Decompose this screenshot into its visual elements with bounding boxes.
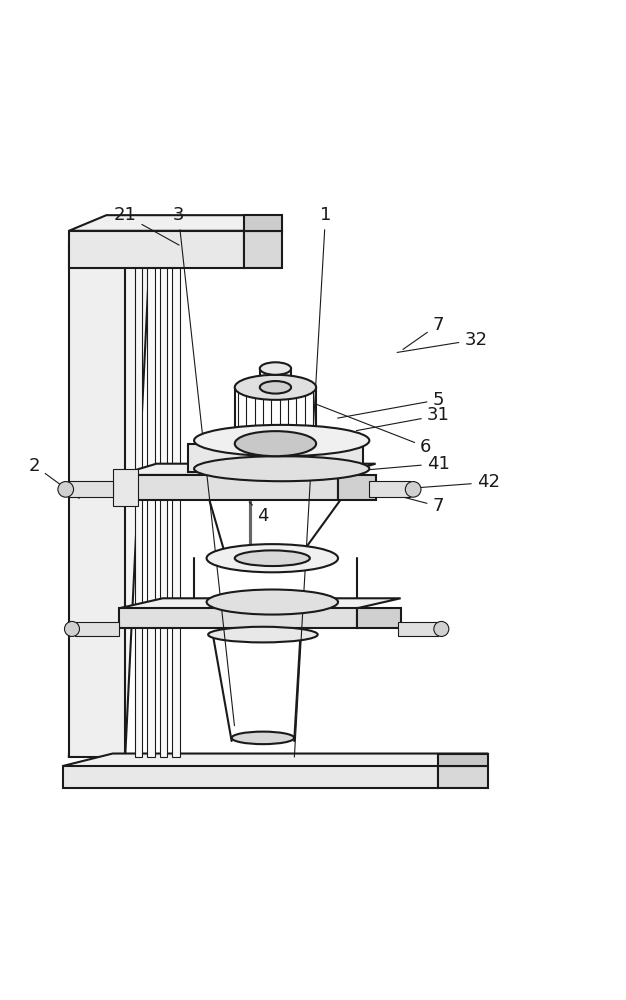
Ellipse shape: [406, 482, 421, 497]
Text: 4: 4: [249, 502, 269, 525]
Bar: [172, 265, 180, 757]
Bar: [369, 481, 410, 497]
Text: 6: 6: [316, 404, 431, 456]
Polygon shape: [69, 231, 244, 268]
Text: 7: 7: [400, 496, 444, 515]
Bar: [69, 243, 125, 757]
Text: 31: 31: [356, 406, 449, 431]
Ellipse shape: [235, 375, 316, 400]
Text: 32: 32: [397, 331, 487, 352]
Polygon shape: [119, 608, 357, 628]
Bar: [160, 265, 167, 757]
Bar: [147, 265, 155, 757]
Text: 5: 5: [337, 391, 444, 418]
Ellipse shape: [194, 425, 369, 456]
Bar: [188, 444, 363, 472]
Ellipse shape: [58, 482, 74, 497]
Ellipse shape: [207, 544, 338, 572]
Polygon shape: [438, 766, 488, 788]
Text: 2: 2: [29, 457, 79, 498]
Polygon shape: [63, 766, 438, 788]
Polygon shape: [119, 598, 401, 608]
Bar: [69, 481, 113, 497]
Text: 21: 21: [114, 206, 179, 245]
Ellipse shape: [207, 590, 338, 615]
Text: 1: 1: [294, 206, 331, 757]
Ellipse shape: [194, 456, 369, 481]
Ellipse shape: [208, 627, 318, 642]
Polygon shape: [244, 215, 282, 231]
Polygon shape: [338, 475, 376, 500]
Ellipse shape: [260, 362, 291, 375]
Ellipse shape: [434, 621, 449, 636]
Ellipse shape: [64, 621, 80, 636]
Polygon shape: [69, 215, 282, 231]
Polygon shape: [119, 464, 376, 475]
Ellipse shape: [232, 732, 294, 744]
Text: 41: 41: [347, 455, 449, 473]
Polygon shape: [438, 754, 488, 766]
Ellipse shape: [235, 550, 310, 566]
Text: 42: 42: [406, 473, 500, 491]
Text: 7: 7: [403, 316, 444, 349]
Bar: [113, 469, 138, 506]
Bar: [75, 622, 119, 636]
Polygon shape: [357, 608, 401, 628]
Polygon shape: [244, 231, 282, 268]
Ellipse shape: [260, 381, 291, 394]
Bar: [135, 265, 142, 757]
Ellipse shape: [235, 431, 316, 456]
Polygon shape: [69, 243, 150, 757]
Polygon shape: [63, 754, 488, 766]
Text: 3: 3: [173, 206, 235, 726]
Polygon shape: [119, 475, 338, 500]
Bar: [398, 622, 438, 636]
